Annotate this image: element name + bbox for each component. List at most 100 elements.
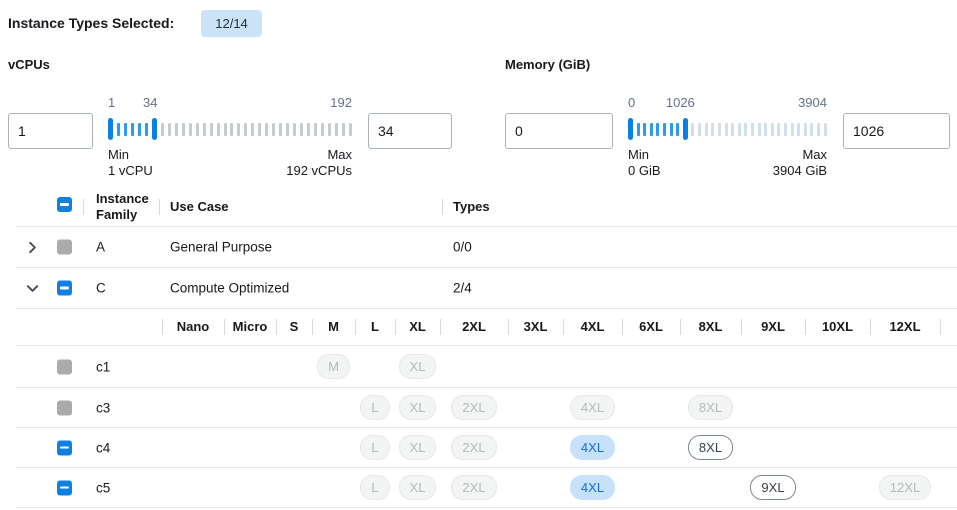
vcpus-slider-track[interactable] [108,113,352,145]
size-column-label: L [371,319,379,334]
slider-tick-out-range [790,122,794,136]
size-column-header: Nano [162,309,224,345]
slider-tick-in-range [144,122,148,136]
family-row-c: C Compute Optimized 2/4 [16,268,957,309]
column-separator [870,319,871,335]
size-column-label: 4XL [580,319,605,334]
slider-tick-out-range [823,122,827,136]
size-badge-c3-l-disabled: L [360,395,390,420]
size-badge-c4-8xl-enabled[interactable]: 8XL [687,435,734,460]
size-badge-c1-xl-disabled: XL [398,354,437,379]
instance-row-c1: c1 M XL [16,346,957,388]
minus-icon [60,486,69,489]
slider-handle-max[interactable] [682,118,688,140]
memory-slider[interactable]: 0 1026 3904 Min 0 GiB Max 3904 GiB [628,95,827,179]
vcpus-slider[interactable]: 1 34 192 Min 1 vCPU Max 192 vCPUs [108,95,352,179]
memory-max-value-caption: 3904 GiB [772,163,827,178]
size-column-header: 8XL [680,309,741,345]
slider-tick-out-range [181,122,185,136]
indeterminate-checkbox[interactable] [57,480,72,495]
size-column-label: S [289,319,299,334]
size-badge-c5-12xl-disabled: 12XL [878,475,932,500]
slider-tick-out-range [300,122,304,136]
slider-tick-out-range [286,122,290,136]
size-badge-c5-xl-disabled: XL [398,475,437,500]
size-badge-c5-9xl-enabled[interactable]: 9XL [750,475,796,500]
size-badge-c4-4xl-selected[interactable]: 4XL [569,435,616,460]
size-column-label: 10XL [821,319,854,334]
vcpus-label: vCPUs [8,57,50,72]
size-column-label: M [328,319,339,334]
instance-type-name: c1 [96,359,111,374]
size-badge-c5-4xl-selected[interactable]: 4XL [569,475,616,500]
slider-tick-out-range [258,122,262,136]
types-count: 0/0 [453,239,472,255]
size-badge-c1-m-disabled: M [317,354,350,379]
slider-tick-out-range [223,122,227,136]
slider-tick-out-range [328,122,332,136]
size-column-header: Micro [224,309,276,345]
vcpus-max-input[interactable] [368,113,452,149]
vcpus-scale-labels: 1 34 192 [108,95,352,113]
size-column-label: Nano [176,319,210,334]
memory-filter-group: Memory (GiB) 0 1026 3904 Min 0 GiB Max [505,57,950,179]
column-separator [563,319,564,335]
instance-family-table: Instance Family Use Case Types A General … [16,188,957,508]
slider-tick-out-range [803,122,807,136]
chevron-down-icon[interactable] [20,276,44,300]
vcpus-captions: Min 1 vCPU Max 192 vCPUs [108,147,352,179]
disabled-checkbox [57,400,72,415]
memory-scale-start: 0 [628,95,636,110]
column-separator [395,319,396,335]
slider-tick-out-range [777,122,781,136]
column-separator [622,319,623,335]
chevron-right-icon[interactable] [20,235,44,259]
instance-type-name: c4 [96,440,111,455]
use-case-text: Compute Optimized [170,280,290,296]
indeterminate-checkbox[interactable] [57,197,72,212]
size-badge-c3-8xl-disabled: 8XL [687,395,734,420]
memory-scale-labels: 0 1026 3904 [628,95,827,113]
memory-scale-end: 3904 [798,95,827,110]
size-column-header: 4XL [563,309,622,345]
indeterminate-checkbox[interactable] [57,440,72,455]
column-separator [312,319,313,335]
size-column-label: 9XL [761,319,785,334]
slider-tick-out-range [209,122,213,136]
disabled-checkbox [57,239,72,255]
memory-slider-track[interactable] [628,113,827,145]
selected-count-badge: 12/14 [201,9,262,37]
size-column-label: XL [409,319,426,334]
slider-tick-out-range [698,122,702,136]
slider-handle-min[interactable] [108,118,113,140]
memory-min-caption: Min [628,147,649,162]
slider-tick-in-range [676,122,680,136]
column-separator [508,319,509,335]
use-case-column-header: Use Case [170,199,229,214]
size-column-header: 12XL [870,309,940,345]
size-column-header: M [312,309,355,345]
vcpus-min-input[interactable] [8,113,93,149]
minus-icon [60,446,69,449]
slider-tick-out-range [244,122,248,136]
column-separator [805,319,806,335]
slider-tick-out-range [307,122,311,136]
column-separator [940,319,941,335]
selection-summary-bar: Instance Types Selected: 12/14 [0,0,957,38]
size-badge-c4-l-disabled: L [360,435,390,460]
header-separator [442,199,443,215]
slider-tick-in-range [643,122,647,136]
slider-tick-out-range [230,122,234,136]
memory-min-input[interactable] [505,113,613,149]
size-column-header: 2XL [440,309,508,345]
memory-max-input[interactable] [843,113,950,149]
slider-tick-out-range [717,122,721,136]
indeterminate-checkbox[interactable] [57,280,72,296]
size-column-label: 6XL [639,319,663,334]
slider-tick-out-range [251,122,255,136]
slider-tick-out-range [272,122,276,136]
slider-tick-out-range [293,122,297,136]
slider-handle-min[interactable] [628,118,633,140]
memory-captions: Min 0 GiB Max 3904 GiB [628,147,827,179]
slider-handle-max[interactable] [151,118,157,140]
